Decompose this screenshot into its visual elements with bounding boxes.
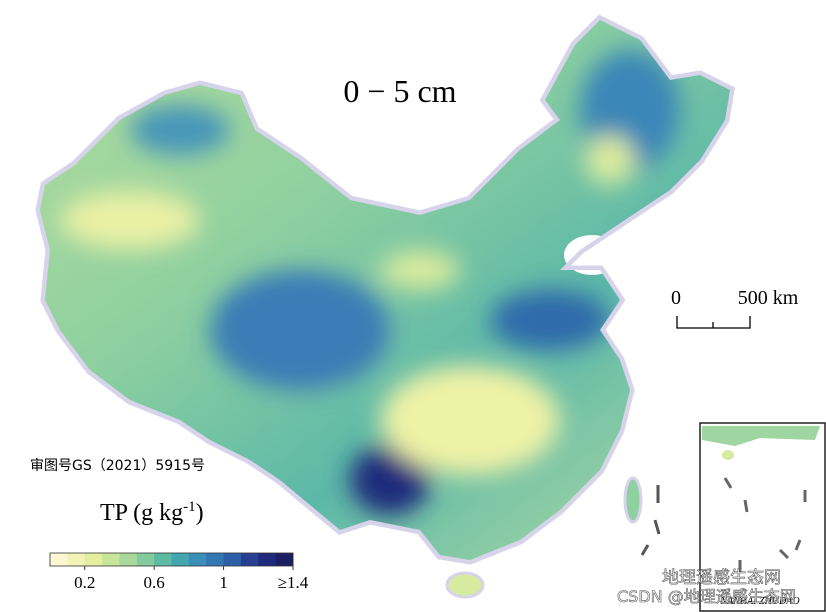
- colorbar-segment: [188, 553, 207, 566]
- colorbar-segment: [84, 553, 103, 566]
- hainan: [445, 571, 485, 599]
- map-title: 0 − 5 cm: [343, 73, 456, 109]
- colorbar-segment: [119, 553, 138, 566]
- scale-bar: 0 500 km: [671, 287, 799, 329]
- colorbar-segment: [240, 553, 259, 566]
- legend-label-end: ): [196, 500, 204, 526]
- scale-start: 0: [671, 287, 681, 309]
- legend-label: TP (g kg-1): [100, 499, 204, 526]
- approval-number: 审图号GS（2021）5915号: [30, 458, 205, 474]
- dash-line: [640, 485, 661, 556]
- colorbar-tick-label: 1: [219, 573, 228, 592]
- scale-line: [676, 316, 751, 329]
- colorbar-tick-label: 0.2: [74, 573, 95, 592]
- legend-label-sup: -1: [183, 499, 196, 515]
- colorbar-frame: [49, 552, 294, 567]
- colorbar-tick-label: 0.6: [144, 573, 165, 592]
- colorbar-segment: [136, 553, 155, 566]
- colorbar-segment: [223, 553, 242, 566]
- legend-label-main: TP (g kg: [100, 500, 183, 526]
- taiwan: [623, 476, 643, 524]
- colorbar-segment: [171, 553, 190, 566]
- colorbar-segment: [67, 553, 86, 566]
- watermark: 地理遥感生态网: [662, 568, 781, 588]
- colorbar-segment: [258, 553, 277, 566]
- colorbar-tick-label: ≥1.4: [278, 573, 309, 592]
- colorbar-segment: [275, 553, 294, 566]
- colorbar-segment: [206, 553, 225, 566]
- inset-label: NANHAI ZHUDAO: [719, 596, 799, 607]
- colorbar-segment: [102, 553, 120, 566]
- scale-end: 500 km: [738, 287, 799, 309]
- colorbar-segment: [50, 553, 68, 566]
- colorbar-segment: [154, 553, 172, 566]
- inset-map: NANHAI ZHUDAO: [699, 422, 826, 612]
- watermark-footer: CSDN @地理遥感生态网: [617, 587, 796, 606]
- colorbar: 0.2 0.6 1 ≥1.4: [49, 552, 309, 592]
